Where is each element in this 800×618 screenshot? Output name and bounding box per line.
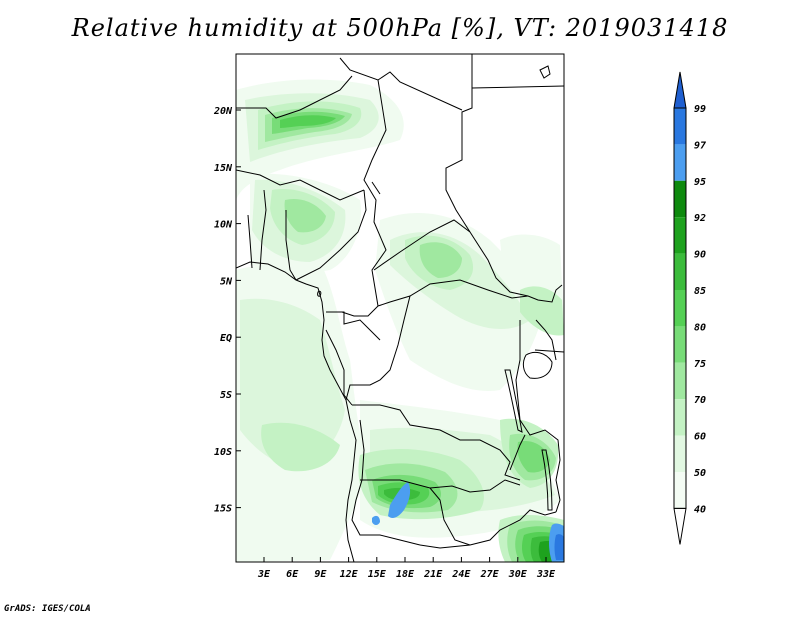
border-line [419, 509, 557, 549]
lat-tick-label: 10S [214, 447, 232, 458]
border-line [352, 404, 521, 481]
colorbar-segment [674, 362, 686, 400]
colorbar-label: 92 [694, 213, 706, 224]
lon-tick-label: 30E [508, 569, 528, 580]
lake-victoria [522, 351, 553, 379]
island [317, 290, 322, 297]
colorbar-top-arrow [673, 71, 687, 109]
colorbar-label: 70 [694, 395, 706, 406]
border-line [236, 169, 365, 201]
lat-tick-label: 5S [220, 390, 232, 401]
border-line [285, 210, 297, 281]
border-line [363, 79, 387, 307]
border-line [471, 85, 564, 89]
border-line [535, 319, 557, 361]
border-line [377, 279, 529, 307]
lon-tick-label: 27E [480, 569, 500, 580]
rh-95-area [388, 482, 411, 518]
colorbar-label: 50 [694, 468, 706, 479]
colorbar-label: 40 [694, 504, 706, 515]
border-line [360, 479, 521, 493]
coastline-west-africa [236, 261, 357, 562]
border-line [373, 219, 471, 271]
colorbar-segment [674, 399, 686, 436]
border-line [534, 349, 564, 353]
colorbar-label: 99 [694, 104, 706, 115]
colorbar-label: 75 [694, 359, 706, 370]
border-line [247, 214, 253, 269]
colorbar-outline [673, 107, 687, 509]
lon-tick-label: 3E [257, 569, 271, 580]
lake-tanganyika [504, 369, 523, 433]
border-line [351, 419, 421, 546]
colorbar-label: 85 [694, 286, 706, 297]
colorbar-label: 95 [694, 177, 706, 188]
colorbar-label: 80 [694, 322, 706, 333]
rh-97-area [554, 534, 564, 560]
island [539, 65, 551, 79]
lon-tick-label: 21E [423, 569, 443, 580]
border-line [236, 75, 353, 119]
border-line [325, 329, 353, 406]
lake-malawi [541, 449, 553, 511]
country-borders [236, 54, 564, 549]
border-line [445, 54, 563, 303]
lat-tick-label: 15N [214, 163, 233, 174]
lat-tick-label: EQ [220, 333, 232, 344]
lon-tick-label: 9E [314, 569, 327, 580]
border-line [429, 487, 471, 546]
humidity-shading [236, 79, 564, 562]
lon-tick-label: 15E [368, 569, 387, 580]
colorbar-label: 97 [694, 140, 706, 151]
lon-tick-label: 33E [536, 569, 556, 580]
colorbar-segment [674, 435, 686, 472]
lon-tick-label: 6E [286, 569, 299, 580]
border-line [509, 434, 526, 471]
lat-tick-label: 15S [214, 504, 232, 515]
border-line [341, 305, 379, 317]
grads-credit: GrADS: IGES/COLA [4, 604, 91, 614]
colorbar-segment [674, 472, 686, 509]
lat-tick-label: 20N [213, 106, 233, 117]
colorbar-label: 60 [694, 432, 706, 443]
lat-tick-label: 10N [214, 220, 233, 231]
map-frame [235, 53, 565, 563]
lon-tick-label: 24E [451, 569, 471, 580]
colorbar-label: 90 [694, 250, 706, 261]
border-line [295, 189, 367, 281]
rh-75-area [517, 440, 550, 473]
nile-river [371, 181, 381, 195]
rh-60-area [261, 422, 340, 472]
colorbar-segment [674, 290, 686, 327]
rh-70-area [419, 242, 462, 278]
rh-95-area [372, 515, 380, 525]
colorbar: 99 97 95 92 90 85 80 75 70 60 50 40 [673, 71, 706, 545]
map-title: Relative humidity at 500hPa [%], VT: 201… [71, 14, 729, 42]
coastline [236, 65, 553, 562]
rh-80-area [280, 115, 336, 128]
lat-tick-label: 5N [220, 276, 233, 287]
border-line [326, 311, 381, 341]
colorbar-segment [674, 180, 686, 218]
rh-70-area [284, 198, 326, 233]
border-line [259, 189, 267, 271]
border-line [345, 295, 411, 401]
colorbar-segment [674, 217, 686, 254]
colorbar-bottom-arrow [673, 507, 687, 545]
border-line [339, 57, 463, 111]
latitude-axis: 20N 15N 10N 5N EQ 5S 10S 15S [213, 106, 241, 515]
lon-tick-label: 12E [340, 569, 359, 580]
longitude-axis: 3E 6E 9E 12E 15E 18E 21E 24E 27E 30E 33E [257, 557, 556, 580]
colorbar-segment [674, 108, 686, 145]
lon-tick-label: 18E [396, 569, 415, 580]
border-line [515, 320, 521, 421]
colorbar-segment [674, 144, 686, 181]
border-line [519, 419, 561, 513]
colorbar-segment [674, 326, 686, 363]
colorbar-segment [674, 253, 686, 290]
